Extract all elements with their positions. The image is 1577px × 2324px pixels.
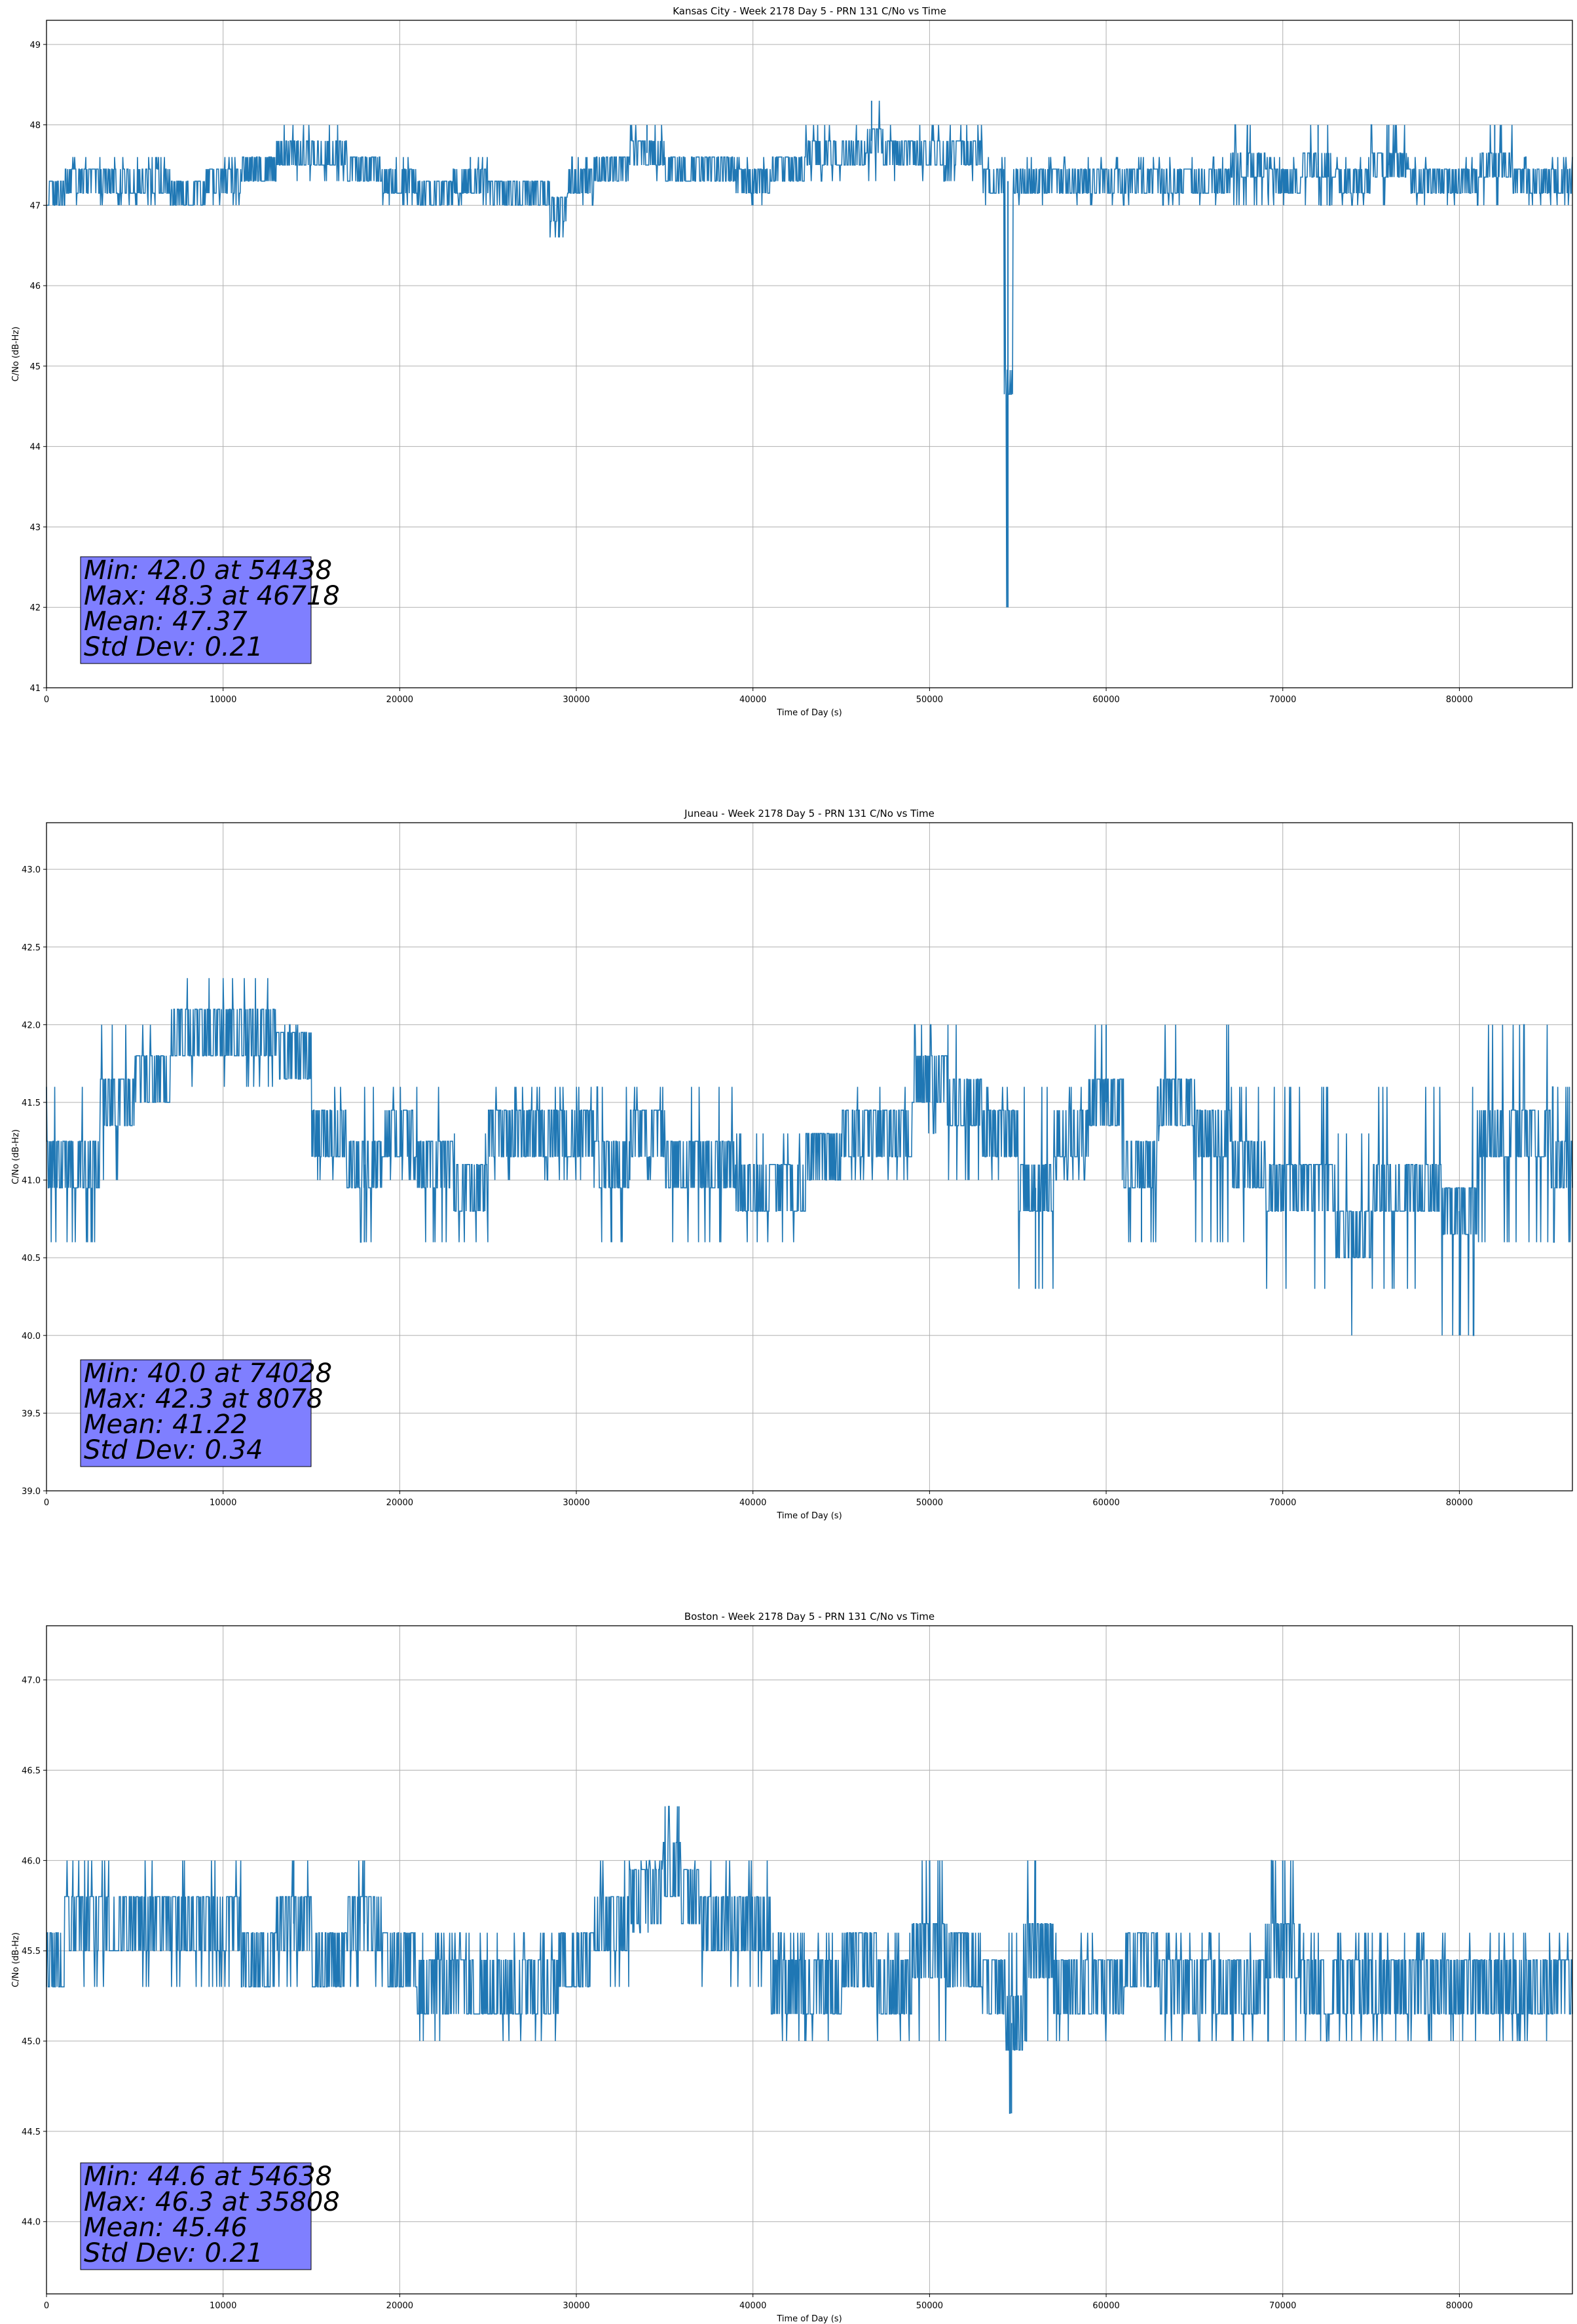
- chart-panel-juneau: Juneau - Week 2178 Day 5 - PRN 131 C/No …: [11, 808, 1573, 1521]
- x-tick-label: 50000: [916, 2301, 943, 2311]
- y-tick-label: 46.0: [22, 1856, 41, 1866]
- y-tick-label: 42.5: [22, 943, 41, 953]
- axes-frame: [46, 1625, 1573, 2295]
- y-tick-label: 42.0: [22, 1021, 41, 1030]
- stats-max: Max: 48.3 at 46718: [84, 581, 340, 611]
- y-tick-label: 46.5: [22, 1767, 41, 1776]
- y-tick-label: 41: [29, 684, 41, 694]
- y-tick-label: 43: [29, 523, 41, 533]
- x-tick-label: 20000: [386, 1498, 413, 1508]
- y-tick-label: 44.5: [22, 2127, 41, 2137]
- x-tick-label: 0: [44, 695, 49, 705]
- stats-std-dev: Std Dev: 0.21: [84, 2238, 263, 2268]
- axes-frame: [46, 822, 1573, 1491]
- y-tick-label: 41.5: [22, 1098, 41, 1108]
- x-tick-label: 70000: [1269, 1498, 1296, 1508]
- y-tick-label: 45: [29, 362, 41, 372]
- series-line: [46, 100, 1573, 608]
- tick-labels: 0 10000 20000 30000 40000 50000 60000 70000 8000…: [22, 865, 1473, 1508]
- stats-box-background: [80, 556, 312, 664]
- x-tick-label: 40000: [739, 2301, 766, 2311]
- series-line: [46, 978, 1573, 1336]
- stats-box-background: [80, 1359, 312, 1467]
- x-tick-label: 80000: [1446, 695, 1473, 705]
- tick-labels: 0 10000 20000 30000 40000 50000 60000 70000 8000…: [29, 41, 1473, 705]
- y-tick-label: 46: [29, 282, 41, 291]
- x-tick-label: 70000: [1269, 695, 1296, 705]
- x-tick-label: 80000: [1446, 2301, 1473, 2311]
- chart-panel-boston: Boston - Week 2178 Day 5 - PRN 131 C/No …: [11, 1611, 1573, 2324]
- x-tick-label: 40000: [739, 1498, 766, 1508]
- x-tick-label: 0: [44, 2301, 49, 2311]
- x-tick-label: 20000: [386, 695, 413, 705]
- y-tick-label: 44: [29, 443, 41, 453]
- y-tick-label: 45.5: [22, 1947, 41, 1957]
- x-axis-label: Time of Day (s): [776, 708, 842, 718]
- stats-min: Min: 42.0 at 54438: [84, 555, 332, 586]
- chart-title: Kansas City - Week 2178 Day 5 - PRN 131 …: [673, 5, 946, 17]
- x-tick-label: 40000: [739, 695, 766, 705]
- stats-box: Min: 42.0 at 54438 Max: 48.3 at 46718 Me…: [80, 555, 340, 664]
- y-tick-label: 40.5: [22, 1254, 41, 1264]
- x-tick-label: 60000: [1092, 1498, 1119, 1508]
- x-tick-label: 10000: [210, 695, 236, 705]
- stats-std-dev: Std Dev: 0.21: [84, 632, 263, 662]
- x-axis-label: Time of Day (s): [776, 1511, 842, 1521]
- x-tick-label: 10000: [210, 1498, 236, 1508]
- x-axis-label: Time of Day (s): [776, 2314, 842, 2324]
- stats-min: Min: 40.0 at 74028: [84, 1359, 332, 1389]
- x-tick-label: 50000: [916, 1498, 943, 1508]
- series-line: [46, 1805, 1573, 2114]
- x-tick-label: 80000: [1446, 1498, 1473, 1508]
- y-tick-label: 42: [29, 603, 41, 613]
- x-tick-label: 60000: [1092, 695, 1119, 705]
- x-tick-label: 30000: [563, 695, 589, 705]
- stats-box: Min: 40.0 at 74028 Max: 42.3 at 8078 Mea…: [80, 1359, 332, 1467]
- chart-panel-kansas-city: Kansas City - Week 2178 Day 5 - PRN 131 …: [11, 5, 1573, 718]
- cno-series-line: [46, 1805, 1573, 2114]
- y-tick-label: 47.0: [22, 1676, 41, 1686]
- x-tick-label: 10000: [210, 2301, 236, 2311]
- x-tick-label: 20000: [386, 2301, 413, 2311]
- y-tick-label: 41.0: [22, 1176, 41, 1186]
- y-axis-label: C/No (dB-Hz): [11, 1932, 21, 1987]
- y-tick-label: 39.0: [22, 1487, 41, 1497]
- x-tick-label: 50000: [916, 695, 943, 705]
- stats-max: Max: 46.3 at 35808: [84, 2187, 340, 2217]
- stats-mean: Mean: 41.22: [84, 1410, 248, 1440]
- y-axis-label: C/No (dB-Hz): [11, 1129, 21, 1184]
- y-tick-label: 48: [29, 121, 41, 131]
- y-tick-label: 47: [29, 201, 41, 211]
- y-tick-label: 43.0: [22, 865, 41, 875]
- y-tick-label: 40.0: [22, 1332, 41, 1341]
- cno-series-line: [46, 978, 1573, 1336]
- stats-box-background: [80, 2162, 312, 2270]
- y-tick-label: 49: [29, 41, 41, 50]
- axes-frame: [46, 20, 1573, 688]
- tick-labels: 0 10000 20000 30000 40000 50000 60000 70000 8000…: [22, 1676, 1473, 2311]
- x-tick-label: 0: [44, 1498, 49, 1508]
- y-axis-label: C/No (dB-Hz): [11, 327, 21, 382]
- x-tick-label: 30000: [563, 2301, 589, 2311]
- x-tick-label: 60000: [1092, 2301, 1119, 2311]
- stats-box: Min: 44.6 at 54638 Max: 46.3 at 35808 Me…: [80, 2162, 340, 2270]
- stats-std-dev: Std Dev: 0.34: [84, 1435, 263, 1465]
- y-tick-label: 44.0: [22, 2218, 41, 2228]
- stats-mean: Mean: 45.46: [84, 2213, 248, 2243]
- y-tick-label: 45.0: [22, 2037, 41, 2047]
- chart-title: Juneau - Week 2178 Day 5 - PRN 131 C/No …: [684, 808, 935, 819]
- chart-title: Boston - Week 2178 Day 5 - PRN 131 C/No …: [684, 1611, 935, 1622]
- y-tick-label: 39.5: [22, 1409, 41, 1419]
- x-tick-label: 30000: [563, 1498, 589, 1508]
- stats-min: Min: 44.6 at 54638: [84, 2162, 332, 2192]
- stats-max: Max: 42.3 at 8078: [84, 1384, 323, 1414]
- stats-mean: Mean: 47.37: [84, 607, 248, 637]
- x-tick-label: 70000: [1269, 2301, 1296, 2311]
